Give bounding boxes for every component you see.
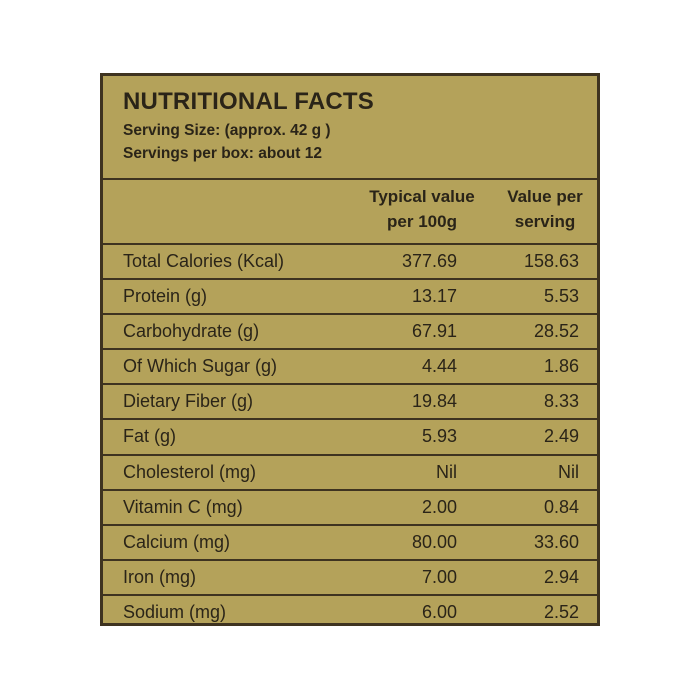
servings-per-box: Servings per box: about 12: [123, 145, 322, 162]
table-row: Carbohydrate (g) 67.91 28.52: [103, 315, 597, 351]
value-per-100g: 67.91: [411, 321, 457, 342]
value-per-serving: 158.63: [523, 251, 579, 271]
value-per-100g: 2.00: [421, 496, 457, 517]
value-per-100g: 13.17: [411, 286, 457, 307]
nutrition-title: NUTRITIONAL FACTS: [123, 88, 374, 115]
value-per-serving: 2.94: [543, 566, 579, 587]
column-header-per-100g-line2: per 100g: [387, 212, 457, 231]
value-per-serving: 5.53: [543, 286, 579, 307]
nutrient-label: Sodium (mg): [123, 601, 227, 622]
value-per-100g: Nil: [436, 461, 457, 482]
table-row: Total Calories (Kcal) 377.69 158.63: [103, 245, 597, 281]
value-per-serving: 1.86: [543, 356, 579, 377]
column-header-per-serving: Value per serving: [493, 184, 597, 234]
value-per-100g: 7.00: [421, 566, 457, 587]
value-per-100g: 4.44: [421, 356, 457, 377]
nutrient-label: Total Calories (Kcal): [123, 251, 285, 271]
table-row: Cholesterol (mg) Nil Nil: [103, 456, 597, 491]
nutrient-label: Of Which Sugar (g): [123, 356, 278, 377]
value-per-serving: 2.52: [543, 601, 579, 622]
column-header-per-serving-line2: serving: [514, 212, 576, 231]
nutrient-label: Calcium (mg): [123, 531, 231, 552]
table-row: Of Which Sugar (g) 4.44 1.86: [103, 350, 597, 386]
nutrition-facts-panel: NUTRITIONAL FACTS Serving Size: (approx.…: [100, 73, 600, 626]
nutrient-table: Total Calories (Kcal) 377.69 158.63 Prot…: [103, 245, 597, 629]
table-row: Calcium (mg) 80.00 33.60: [103, 526, 597, 561]
value-per-serving: 0.84: [543, 496, 579, 517]
value-per-serving: 2.49: [543, 426, 579, 447]
nutrient-label: Cholesterol (mg): [123, 461, 257, 482]
nutrient-label: Iron (mg): [123, 566, 197, 587]
value-per-100g: 6.00: [421, 601, 457, 622]
value-per-100g: 377.69: [401, 251, 457, 271]
column-header-per-100g: Typical value per 100g: [357, 184, 487, 234]
value-per-100g: 80.00: [411, 531, 457, 552]
table-row: Iron (mg) 7.00 2.94: [103, 561, 597, 596]
nutrient-label: Vitamin C (mg): [123, 496, 243, 517]
column-header-per-100g-line1: Typical value: [369, 187, 475, 206]
value-per-serving: 33.60: [533, 531, 579, 552]
column-headers: Typical value per 100g Value per serving: [103, 180, 597, 245]
nutrient-label: Carbohydrate (g): [123, 321, 260, 342]
table-row: Dietary Fiber (g) 19.84 8.33: [103, 385, 597, 421]
table-row: Sodium (mg) 6.00 2.52: [103, 596, 597, 629]
value-per-serving: 8.33: [543, 391, 579, 412]
serving-size: Serving Size: (approx. 42 g ): [123, 122, 331, 139]
table-row: Fat (g) 5.93 2.49: [103, 420, 597, 456]
table-row: Vitamin C (mg) 2.00 0.84: [103, 491, 597, 526]
nutrient-label: Dietary Fiber (g): [123, 391, 254, 412]
nutrient-label: Fat (g): [123, 426, 177, 447]
column-header-per-serving-line1: Value per: [507, 187, 583, 206]
value-per-serving: 28.52: [533, 321, 579, 342]
table-row: Protein (g) 13.17 5.53: [103, 280, 597, 316]
nutrient-label: Protein (g): [123, 286, 208, 307]
value-per-serving: Nil: [558, 461, 579, 482]
nutrition-header: NUTRITIONAL FACTS Serving Size: (approx.…: [103, 76, 597, 180]
value-per-100g: 5.93: [421, 426, 457, 447]
value-per-100g: 19.84: [411, 391, 457, 412]
